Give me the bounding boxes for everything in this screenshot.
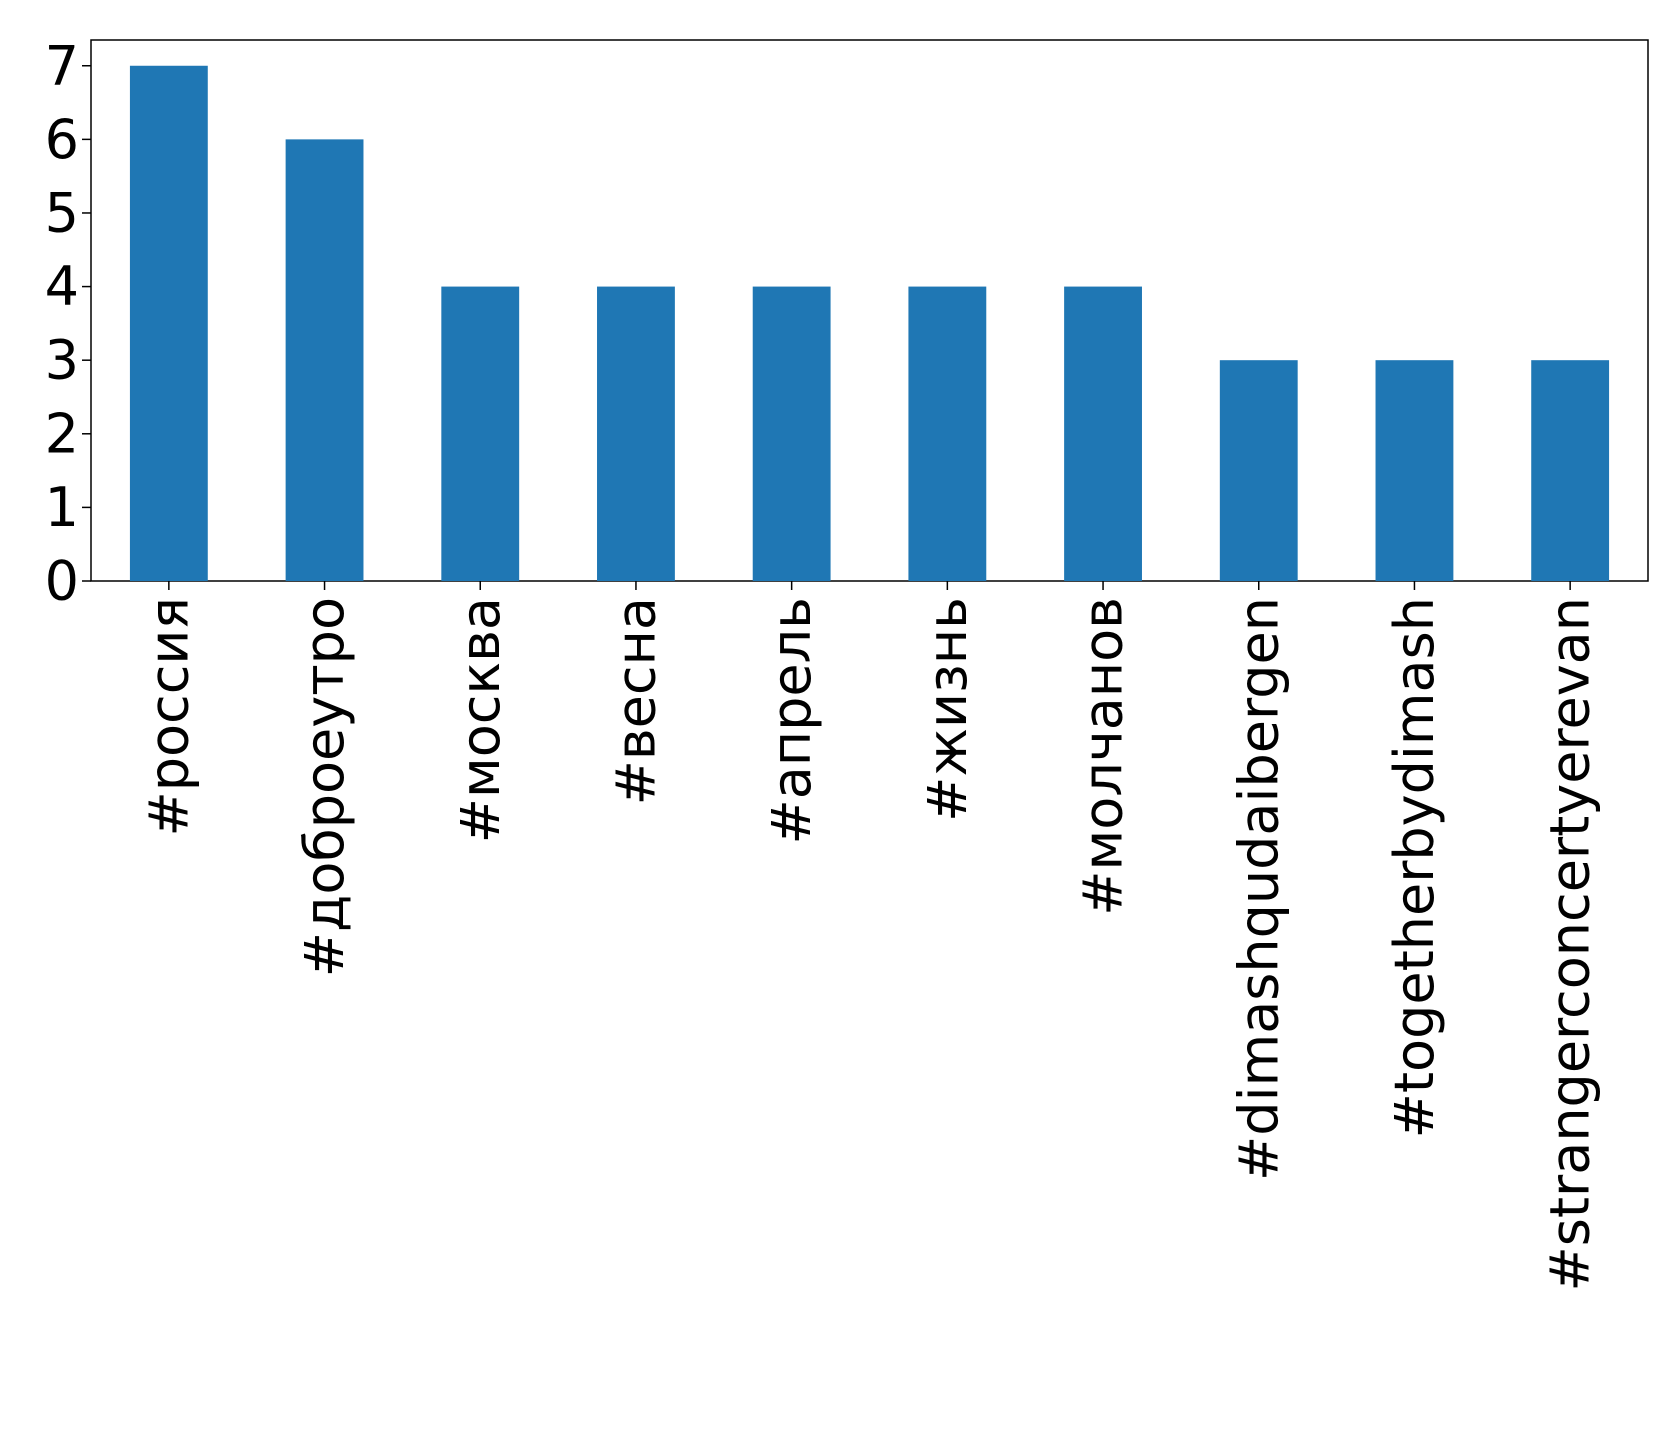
bar [129, 65, 208, 581]
x-tick-label: #весна [604, 597, 667, 805]
y-tick-label: 5 [45, 181, 79, 244]
x-tick-label: #доброеутро [293, 597, 356, 977]
bar [1219, 360, 1298, 581]
bar [752, 286, 831, 581]
x-tick-label: #togetherbydimash [1383, 597, 1446, 1138]
bar [1375, 360, 1454, 581]
bar [285, 139, 364, 581]
x-tick-label: #москва [449, 597, 512, 843]
bar [1064, 286, 1142, 581]
y-tick-label: 6 [45, 108, 79, 171]
x-tick-label: #молчанов [1072, 597, 1135, 916]
x-tick-label: #dimashqudaibergen [1227, 597, 1290, 1181]
y-tick-label: 3 [45, 329, 79, 392]
x-tick-label: #россия [137, 597, 200, 837]
y-tick-label: 1 [45, 476, 79, 539]
bar [441, 286, 520, 581]
x-tick-label: #strangerconcertyerevan [1539, 597, 1602, 1292]
y-tick-label: 7 [45, 34, 79, 97]
y-tick-label: 4 [45, 255, 79, 318]
x-tick-label: #жизнь [916, 597, 979, 822]
x-tick-label: #апрель [760, 597, 823, 844]
bar [1531, 360, 1610, 581]
bar [908, 286, 987, 581]
y-tick-label: 0 [45, 550, 79, 613]
y-tick-label: 2 [45, 402, 79, 465]
plot-frame [90, 39, 1649, 582]
bar [597, 286, 675, 581]
